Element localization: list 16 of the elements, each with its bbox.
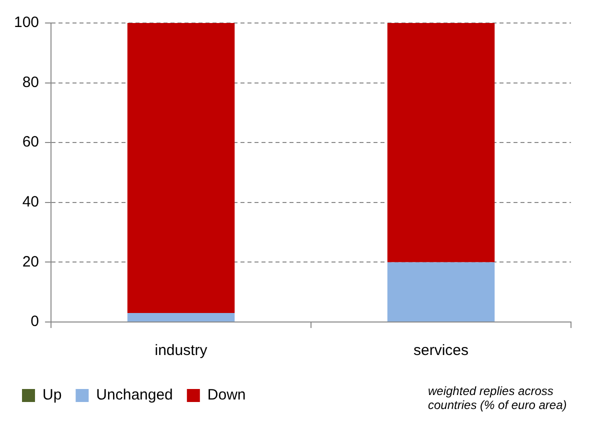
legend-label: Unchanged [96,386,173,404]
x-tick-label: services [414,342,469,360]
x-tick-label: industry [154,342,208,360]
y-tick-label: 100 [14,14,40,32]
bar [127,23,235,314]
y-tick-label: 20 [22,253,40,270]
legend-label: Up [42,386,62,404]
text: weighted replies across countries (% of euro area) [428,384,567,412]
y-tick-label: 60 [22,134,40,151]
y-tick-label: 0 [30,313,40,330]
bar [127,313,235,322]
bar [387,262,495,322]
legend-label: Down [207,386,246,404]
bar [387,23,495,262]
y-tick-label: 40 [22,194,40,211]
y-tick-label: 80 [22,74,40,91]
